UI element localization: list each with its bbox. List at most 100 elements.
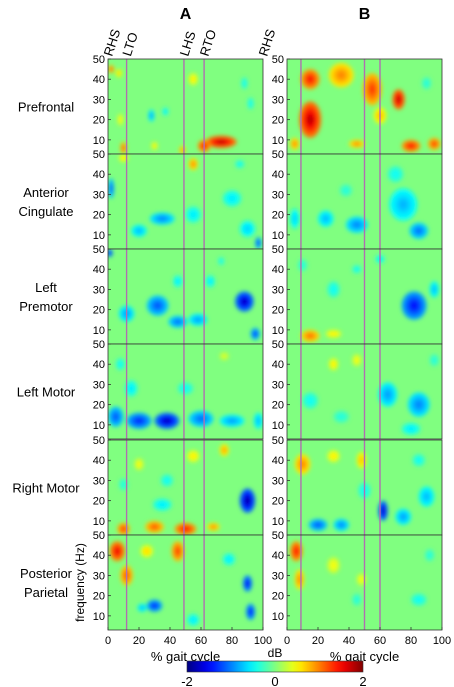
heatmap-blob xyxy=(339,415,344,419)
y-tick-label: 20 xyxy=(93,115,105,127)
y-tick-label: 10 xyxy=(93,611,105,623)
y-tick-label: 40 xyxy=(93,359,105,371)
y-tick-label: 50 xyxy=(272,530,284,542)
x-tick-label: 0 xyxy=(284,635,290,647)
y-tick-label: 40 xyxy=(272,74,284,86)
row-label: Premotor xyxy=(19,299,73,314)
heatmap-blob xyxy=(385,391,391,398)
y-tick-label: 50 xyxy=(93,530,105,542)
colorbar-tick-label: 0 xyxy=(271,674,278,687)
y-tick-label: 50 xyxy=(93,149,105,161)
y-tick-label: 40 xyxy=(93,550,105,562)
x-tick-label: 40 xyxy=(164,635,176,647)
panel-background xyxy=(108,535,263,630)
heatmap-blob xyxy=(129,386,133,391)
panel-frame xyxy=(107,343,264,440)
heatmap-blob xyxy=(360,577,363,581)
heatmap-blob xyxy=(294,548,298,554)
heatmap-blob xyxy=(401,514,406,519)
x-tick-label: 0 xyxy=(105,635,111,647)
heatmap-blob xyxy=(119,362,122,366)
y-tick-label: 20 xyxy=(93,305,105,317)
heatmap-panel xyxy=(287,59,442,154)
heatmap-blob xyxy=(191,618,195,622)
y-tick-label: 30 xyxy=(272,379,284,391)
heatmap-blob xyxy=(293,216,296,222)
heatmap-blob xyxy=(399,200,407,209)
heatmap-blob xyxy=(315,523,321,527)
y-tick-label: 10 xyxy=(272,135,284,147)
heatmap-blob xyxy=(175,320,181,324)
heatmap-blob xyxy=(122,482,125,486)
y-tick-label: 40 xyxy=(272,550,284,562)
heatmap-blob xyxy=(425,81,428,85)
x-axis-label: % gait cycle xyxy=(151,649,220,664)
y-tick-label: 10 xyxy=(93,516,105,528)
heatmap-blob xyxy=(360,458,363,463)
y-tick-label: 30 xyxy=(272,570,284,582)
y-tick-label: 30 xyxy=(93,189,105,201)
heatmap-blob xyxy=(137,462,141,466)
gait-event-label: LTO xyxy=(119,30,141,58)
heatmap-panel xyxy=(108,440,263,535)
y-tick-label: 30 xyxy=(272,284,284,296)
heatmap-blob xyxy=(192,162,195,166)
y-tick-label: 50 xyxy=(272,54,284,66)
y-tick-label: 30 xyxy=(272,189,284,201)
heatmap-blob xyxy=(245,497,250,504)
y-tick-label: 10 xyxy=(93,325,105,337)
heatmap-panel xyxy=(287,535,442,630)
colorbar-tick-label: -2 xyxy=(181,674,193,687)
heatmap-blob xyxy=(408,427,414,431)
heatmap-blob xyxy=(433,287,436,292)
y-tick-label: 40 xyxy=(93,455,105,467)
heatmap-blob xyxy=(416,598,421,602)
heatmap-blob xyxy=(150,114,153,118)
y-tick-label: 10 xyxy=(93,230,105,242)
heatmap-blob xyxy=(417,458,421,462)
heatmap-blob xyxy=(307,76,313,82)
heatmap-blob xyxy=(323,216,328,221)
y-tick-label: 20 xyxy=(272,496,284,508)
heatmap-blob xyxy=(191,212,196,217)
row-label: Posterior xyxy=(20,566,73,581)
heatmap-panel xyxy=(287,249,442,344)
heatmap-blob xyxy=(308,398,313,403)
heatmap-blob xyxy=(163,418,170,423)
heatmap-blob xyxy=(331,332,336,335)
colorbar-label: dB xyxy=(268,646,283,660)
heatmap-blob xyxy=(176,548,180,554)
heatmap-blob xyxy=(257,418,260,423)
y-tick-label: 20 xyxy=(272,115,284,127)
y-tick-label: 50 xyxy=(272,339,284,351)
y-tick-label: 30 xyxy=(93,475,105,487)
heatmap-blob xyxy=(428,553,431,557)
heatmap-blob xyxy=(197,416,205,421)
y-tick-label: 50 xyxy=(93,339,105,351)
heatmap-blob xyxy=(332,362,335,366)
y-tick-label: 10 xyxy=(272,516,284,528)
heatmap-blob xyxy=(140,606,144,609)
y-tick-label: 10 xyxy=(93,135,105,147)
heatmap-blob xyxy=(159,217,166,221)
heatmap-blob xyxy=(192,77,195,81)
heatmap-blob xyxy=(223,355,226,358)
heatmap-panel xyxy=(287,344,442,439)
y-tick-label: 50 xyxy=(93,244,105,256)
heatmap-blob xyxy=(307,334,313,338)
colorbar xyxy=(186,660,364,673)
heatmap-blob xyxy=(433,358,436,362)
x-tick-label: 80 xyxy=(405,635,417,647)
y-tick-label: 30 xyxy=(272,94,284,106)
heatmap-blob xyxy=(229,196,235,201)
y-tick-label: 40 xyxy=(272,455,284,467)
heatmap-blob xyxy=(432,142,436,146)
colorbar-tick-label: 2 xyxy=(359,674,366,687)
y-tick-label: 50 xyxy=(272,149,284,161)
heatmap-panel xyxy=(287,154,442,249)
row-label: Parietal xyxy=(24,585,68,600)
heatmap-blob xyxy=(339,523,344,527)
heatmap-blob xyxy=(110,185,113,191)
heatmap-blob xyxy=(238,163,241,166)
panel-frame xyxy=(286,343,443,440)
